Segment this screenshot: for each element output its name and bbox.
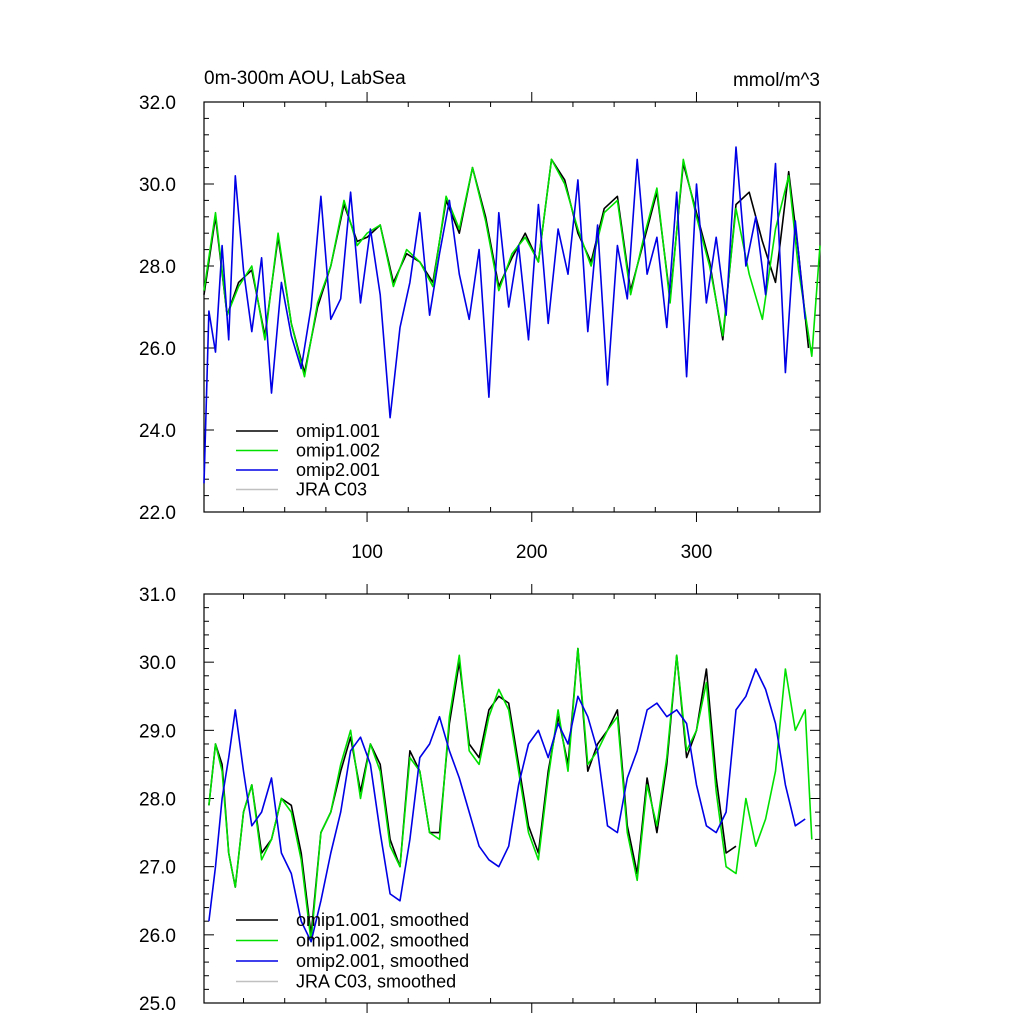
legend-label: omip1.002	[296, 441, 380, 461]
bottom-series-line-omip2_001	[208, 668, 806, 943]
y-tick-label: 27.0	[139, 858, 176, 879]
legend-label: omip1.002, smoothed	[296, 931, 469, 951]
bottom-series-line-omip1_001	[208, 647, 737, 936]
y-tick-label: 24.0	[139, 421, 176, 442]
legend-label: JRA C03	[296, 480, 367, 500]
y-tick-label: 28.0	[139, 790, 176, 811]
legend-label: omip1.001	[296, 421, 380, 441]
y-tick-label: 32.0	[139, 93, 176, 114]
x-tick-label: 100	[351, 542, 383, 563]
y-tick-label: 29.0	[139, 721, 176, 742]
top-series-line-omip1_001	[203, 158, 810, 374]
y-tick-label: 30.0	[139, 653, 176, 674]
y-tick-label: 26.0	[139, 339, 176, 360]
top-series-line-omip1_002	[203, 158, 821, 378]
bottom-series-line-omip1_002	[208, 647, 813, 943]
y-tick-label: 28.0	[139, 257, 176, 278]
panel-top: 0m-300m AOU, LabSea mmol/m^3 22.0 24.0 26.…	[139, 68, 821, 563]
y-tick-label: 25.0	[139, 994, 176, 1015]
y-tick-label: 22.0	[139, 503, 176, 524]
chart-title: 0m-300m AOU, LabSea	[204, 68, 406, 89]
y-tick-label: 26.0	[139, 926, 176, 947]
legend-label: JRA C03, smoothed	[296, 972, 456, 992]
legend-label: omip2.001	[296, 460, 380, 480]
x-tick-label: 300	[681, 542, 713, 563]
y-tick-label: 31.0	[139, 585, 176, 606]
legend-label: omip2.001, smoothed	[296, 951, 469, 971]
x-tick-label: 200	[516, 542, 548, 563]
legend-label: omip1.001, smoothed	[296, 910, 469, 930]
y-tick-label: 30.0	[139, 175, 176, 196]
units-label: mmol/m^3	[733, 70, 820, 91]
top-series-line-omip2_001	[203, 146, 806, 484]
top-plot-frame	[203, 101, 821, 513]
panel-bottom: 25.0 26.0 27.0 28.0 29.0 30.0 31.0 omip1.001, s…	[139, 584, 821, 1015]
